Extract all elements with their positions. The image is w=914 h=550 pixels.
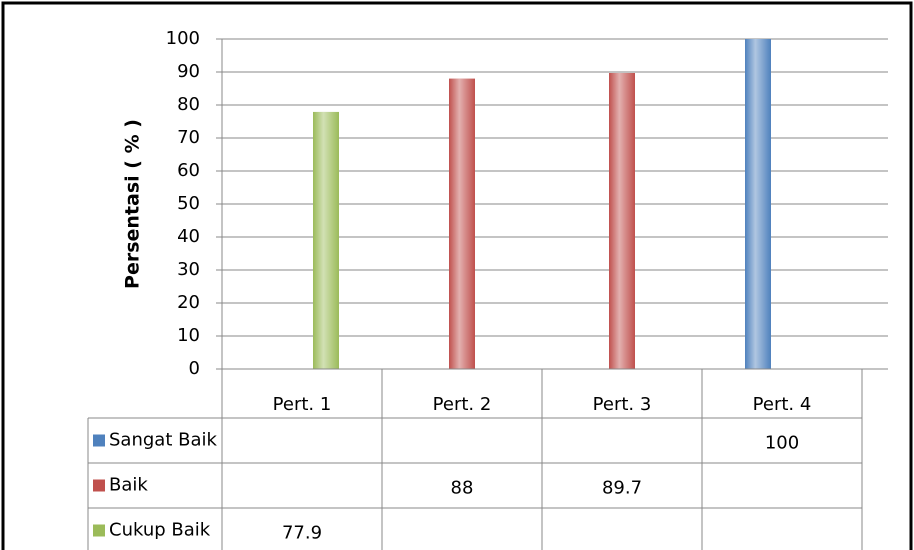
bar (313, 111, 339, 370)
y-tick-label: 60 (177, 160, 200, 181)
x-tick-label: Pert. 2 (433, 394, 492, 415)
data-label: 100 (765, 433, 799, 454)
legend-label: Cukup Baik (109, 520, 211, 541)
x-tick-label: Pert. 1 (273, 394, 332, 415)
y-tick-label: 10 (177, 325, 200, 346)
legend-label: Baik (109, 475, 148, 496)
y-tick-label: 90 (177, 61, 200, 82)
legend-swatch (93, 524, 105, 537)
bar (745, 39, 771, 369)
y-axis-label: Persentasi ( % ) (122, 119, 144, 289)
x-tick-label: Pert. 3 (593, 394, 652, 415)
legend-swatch (93, 479, 105, 492)
y-tick-label: 70 (177, 127, 200, 148)
data-label: 88 (451, 478, 474, 499)
y-tick-label: 80 (177, 94, 200, 115)
x-tick-label: Pert. 4 (753, 394, 812, 415)
y-tick-label: 50 (177, 193, 200, 214)
y-tick-label: 20 (177, 292, 200, 313)
legend-label: Sangat Baik (109, 430, 217, 451)
data-label: 77.9 (282, 523, 322, 544)
bar (449, 78, 475, 369)
y-tick-label: 40 (177, 226, 200, 247)
y-tick-label: 30 (177, 259, 200, 280)
bar (609, 72, 635, 370)
data-label: 89.7 (602, 478, 642, 499)
legend-swatch (93, 434, 105, 447)
y-tick-label: 0 (189, 358, 200, 379)
y-tick-label: 100 (166, 28, 200, 49)
